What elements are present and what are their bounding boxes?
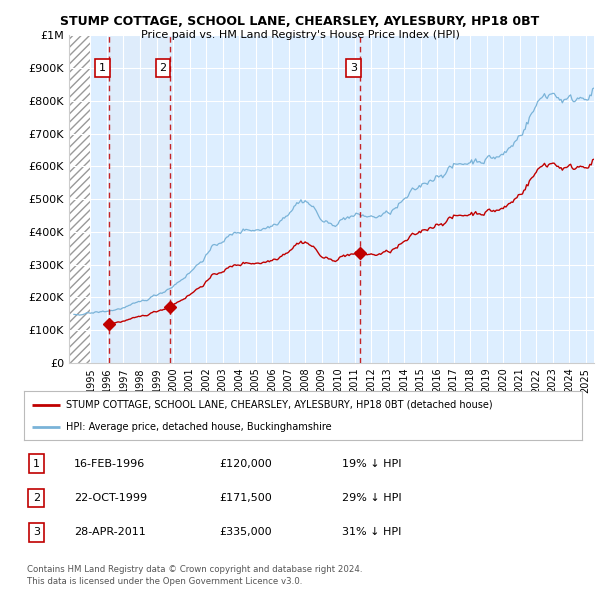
Text: STUMP COTTAGE, SCHOOL LANE, CHEARSLEY, AYLESBURY, HP18 0BT: STUMP COTTAGE, SCHOOL LANE, CHEARSLEY, A… (61, 15, 539, 28)
Text: STUMP COTTAGE, SCHOOL LANE, CHEARSLEY, AYLESBURY, HP18 0BT (detached house): STUMP COTTAGE, SCHOOL LANE, CHEARSLEY, A… (66, 399, 493, 409)
Bar (69, 35, 91, 363)
Text: 2: 2 (160, 63, 167, 73)
Text: £171,500: £171,500 (220, 493, 272, 503)
Text: Contains HM Land Registry data © Crown copyright and database right 2024.: Contains HM Land Registry data © Crown c… (27, 565, 362, 574)
Text: 3: 3 (33, 527, 40, 537)
Text: 1: 1 (33, 458, 40, 468)
Text: £120,000: £120,000 (220, 458, 272, 468)
Text: 28-APR-2011: 28-APR-2011 (74, 527, 146, 537)
Text: HPI: Average price, detached house, Buckinghamshire: HPI: Average price, detached house, Buck… (66, 422, 331, 432)
Text: 29% ↓ HPI: 29% ↓ HPI (342, 493, 401, 503)
Text: 1: 1 (99, 63, 106, 73)
Text: 3: 3 (350, 63, 357, 73)
Text: Price paid vs. HM Land Registry's House Price Index (HPI): Price paid vs. HM Land Registry's House … (140, 30, 460, 40)
Text: 19% ↓ HPI: 19% ↓ HPI (342, 458, 401, 468)
Text: This data is licensed under the Open Government Licence v3.0.: This data is licensed under the Open Gov… (27, 577, 302, 586)
Text: 22-OCT-1999: 22-OCT-1999 (74, 493, 148, 503)
Text: 31% ↓ HPI: 31% ↓ HPI (342, 527, 401, 537)
Text: 16-FEB-1996: 16-FEB-1996 (74, 458, 145, 468)
Text: £335,000: £335,000 (220, 527, 272, 537)
Bar (109, 35, 170, 363)
Text: 2: 2 (33, 493, 40, 503)
